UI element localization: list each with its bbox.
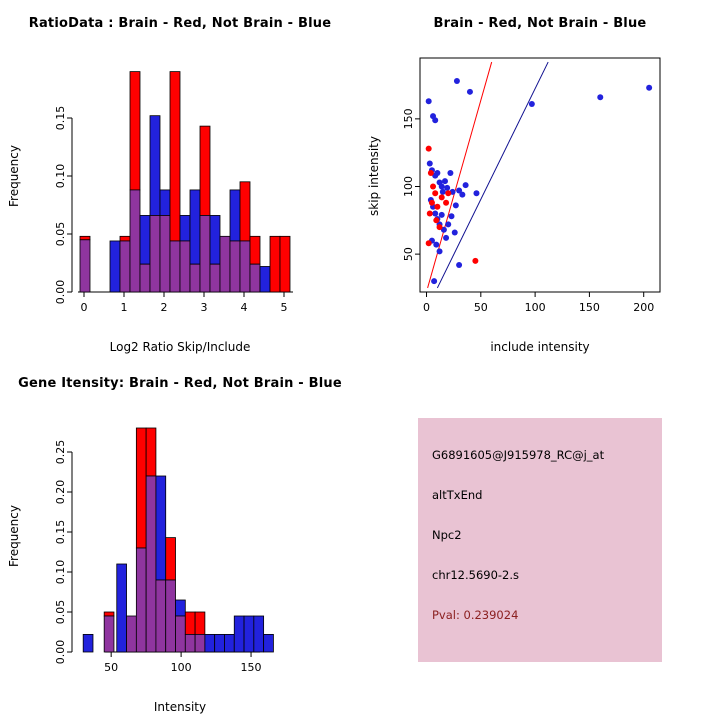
svg-text:100: 100	[171, 661, 192, 674]
svg-text:150: 150	[241, 661, 262, 674]
svg-text:0.15: 0.15	[54, 106, 67, 131]
event-type-text: altTxEnd	[432, 488, 483, 502]
ratio-histogram-xlabel: Log2 Ratio Skip/Include	[109, 340, 251, 354]
ratio-histogram-panel: RatioData : Brain - Red, Not Brain - Blu…	[0, 0, 360, 360]
svg-text:150: 150	[579, 301, 600, 314]
gene-intensity-histogram-xlabel: Intensity	[153, 700, 207, 714]
gene-info-panel: G6891605@J915978_RC@j_at altTxEnd Npc2 c…	[360, 360, 720, 720]
gene-symbol-text: Npc2	[432, 528, 462, 542]
probe-id-text: G6891605@J915978_RC@j_at	[432, 448, 605, 462]
svg-text:0.00: 0.00	[54, 640, 67, 665]
svg-text:5: 5	[281, 301, 288, 314]
svg-text:0.25: 0.25	[54, 440, 67, 465]
svg-text:50: 50	[402, 247, 415, 261]
svg-text:0: 0	[81, 301, 88, 314]
gene-intensity-histogram-plot: 50 100 150 0.00 0.05 0.10 0.15 0.20 0.25	[54, 427, 274, 674]
svg-text:0: 0	[423, 301, 430, 314]
ratio-histogram-title: RatioData : Brain - Red, Not Brain - Blu…	[28, 16, 332, 31]
svg-text:0.05: 0.05	[54, 222, 67, 247]
svg-text:50: 50	[474, 301, 488, 314]
svg-text:0.05: 0.05	[54, 600, 67, 625]
ratio-histogram-plot: 0 1 2 3 4 5 0.00 0.05 0.10 0.15	[54, 71, 293, 314]
svg-text:0.10: 0.10	[54, 164, 67, 189]
intensity-scatter-xlabel: include intensity	[490, 340, 590, 354]
svg-text:0.00: 0.00	[54, 280, 67, 305]
intensity-scatter-plot: 0 50 100 150 200 50 100 150	[402, 57, 661, 314]
svg-text:0.15: 0.15	[54, 520, 67, 545]
svg-text:2: 2	[161, 301, 168, 314]
svg-text:100: 100	[525, 301, 546, 314]
chromosome-location-text: chr12.5690-2.s	[432, 568, 520, 582]
svg-text:150: 150	[402, 108, 415, 129]
intensity-scatter-panel: Brain - Red, Not Brain - Blue skip inten…	[360, 0, 720, 360]
intensity-scatter-title: Brain - Red, Not Brain - Blue	[433, 16, 647, 31]
pval-line: Pval: 0.239024	[432, 608, 519, 622]
svg-text:0.20: 0.20	[54, 480, 67, 505]
svg-text:0.10: 0.10	[54, 560, 67, 585]
gene-info-box: G6891605@J915978_RC@j_at altTxEnd Npc2 c…	[418, 418, 662, 662]
svg-text:3: 3	[201, 301, 208, 314]
svg-text:1: 1	[121, 301, 128, 314]
svg-text:200: 200	[633, 301, 654, 314]
svg-text:100: 100	[402, 176, 415, 197]
gene-intensity-histogram-panel: Gene Itensity: Brain - Red, Not Brain - …	[0, 360, 360, 720]
gene-intensity-histogram-title: Gene Itensity: Brain - Red, Not Brain - …	[18, 376, 342, 391]
svg-text:4: 4	[241, 301, 248, 314]
svg-text:50: 50	[104, 661, 118, 674]
